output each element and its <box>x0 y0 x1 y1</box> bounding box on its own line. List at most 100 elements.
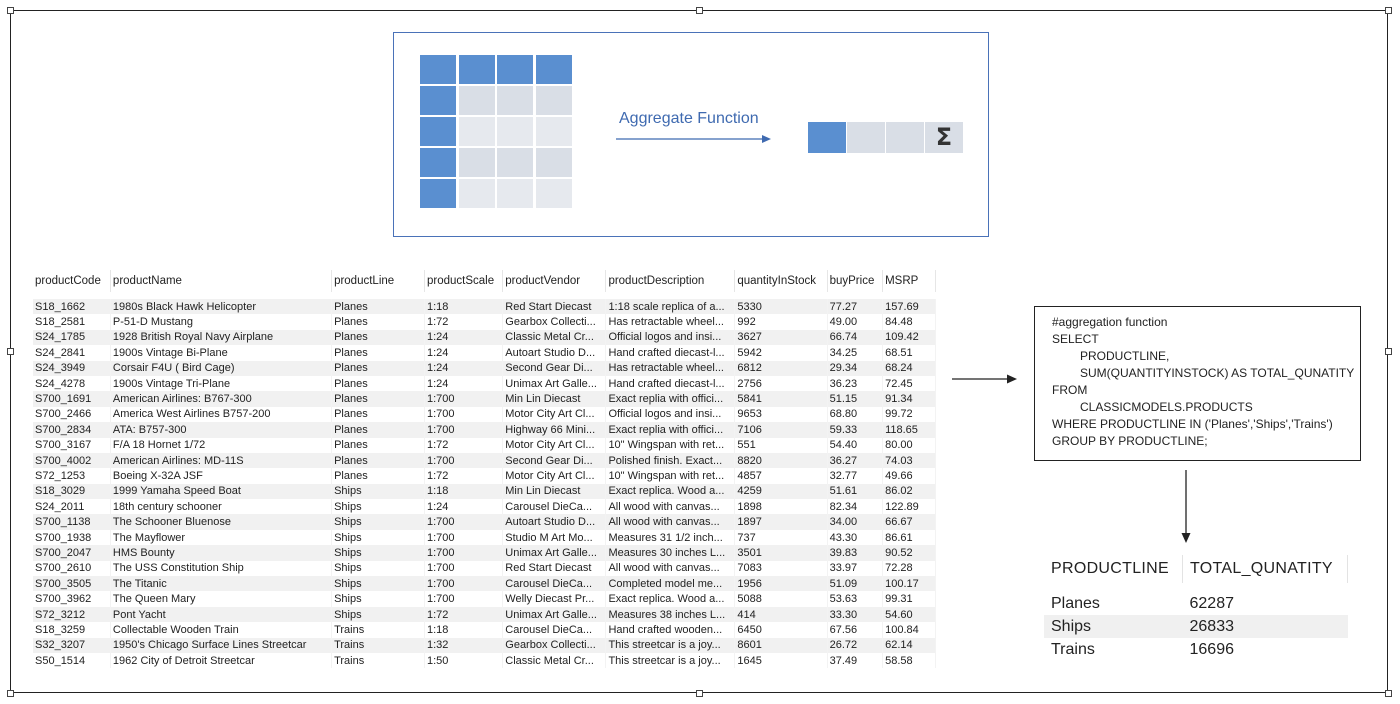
table-cell: Motor City Art Cl... <box>502 437 607 453</box>
column-header[interactable]: buyPrice <box>827 270 884 292</box>
table-cell: S24_2011 <box>33 499 111 515</box>
table-row[interactable]: S18_2581 P-51-D Mustang Planes 1:72 Gearbox … <box>33 314 936 330</box>
aggregate-function-diagram: Aggregate Function Σ <box>393 32 989 237</box>
result-column-header[interactable]: PRODUCTLINE <box>1044 555 1183 583</box>
table-cell: Ships <box>331 545 425 561</box>
grid-cell <box>535 86 572 115</box>
resize-handle-tl[interactable] <box>7 7 14 14</box>
column-header[interactable]: productCode <box>33 270 111 292</box>
sql-line: #aggregation function <box>1052 315 1168 329</box>
table-cell: Trains <box>331 637 425 653</box>
table-cell: 1928 British Royal Navy Airplane <box>110 329 333 346</box>
table-row[interactable]: S700_3505 The Titanic Ships 1:700 Carousel D… <box>33 576 936 592</box>
table-cell: 6812 <box>734 360 828 376</box>
column-header[interactable]: productVendor <box>502 270 607 292</box>
arrow-down-icon <box>1181 470 1191 543</box>
grid-cell <box>497 148 533 177</box>
result-row[interactable]: Trains 16696 <box>1044 638 1348 661</box>
table-cell: 1:18 <box>424 622 504 638</box>
table-row[interactable]: S18_3029 1999 Yamaha Speed Boat Ships 1:18 M… <box>33 483 936 500</box>
table-cell: F/A 18 Hornet 1/72 <box>110 437 333 453</box>
table-row[interactable]: S32_3207 1950's Chicago Surface Lines Str… <box>33 637 936 653</box>
resize-handle-br[interactable] <box>1385 690 1392 697</box>
table-cell: S700_2834 <box>33 422 111 438</box>
table-cell: 54.40 <box>827 437 884 453</box>
resize-handle-bm[interactable] <box>696 690 703 697</box>
table-row[interactable]: S700_3962 The Queen Mary Ships 1:700 Welly D… <box>33 591 936 607</box>
resize-handle-tm[interactable] <box>696 7 703 14</box>
table-cell: 39.83 <box>827 545 884 561</box>
table-cell: 51.61 <box>827 483 884 500</box>
sql-query-box: #aggregation function SELECT PRODUCTLINE, S… <box>1034 306 1361 461</box>
table-row[interactable]: S700_2047 HMS Bounty Ships 1:700 Unimax Art … <box>33 545 936 561</box>
table-row[interactable]: S24_2011 18th century schooner Ships 1:24 Ca… <box>33 499 936 515</box>
table-cell: 414 <box>734 606 828 623</box>
table-row[interactable]: S700_2834 ATA: B757-300 Planes 1:700 Highway… <box>33 422 936 438</box>
result-cell: 62287 <box>1189 594 1235 612</box>
table-cell: S700_4002 <box>33 452 111 469</box>
table-cell: 67.56 <box>827 622 884 638</box>
table-cell: 1:24 <box>424 329 504 346</box>
table-row[interactable]: S24_3949 Corsair F4U ( Bird Cage) Planes 1:… <box>33 360 936 376</box>
result-cell: 16696 <box>1189 640 1235 658</box>
table-cell: All wood with canvas... <box>605 514 736 530</box>
table-cell: 122.89 <box>882 499 936 515</box>
resize-handle-ml[interactable] <box>7 348 14 355</box>
table-row[interactable]: S24_1785 1928 British Royal Navy Airplane… <box>33 329 936 346</box>
table-cell: Motor City Art Cl... <box>502 406 607 423</box>
resize-handle-bl[interactable] <box>7 690 14 697</box>
column-header[interactable]: productDescription <box>605 270 736 292</box>
table-cell: S700_1691 <box>33 391 111 407</box>
table-cell: 1962 City of Detroit Streetcar <box>110 652 333 669</box>
table-cell: All wood with canvas... <box>605 560 736 577</box>
result-cell <box>886 122 924 153</box>
table-row[interactable]: S700_2610 The USS Constitution Ship Ships 1… <box>33 560 936 577</box>
resize-handle-tr[interactable] <box>1385 7 1392 14</box>
table-cell: The Queen Mary <box>110 591 333 607</box>
table-row[interactable]: S18_3259 Collectable Wooden Train Trains 1:… <box>33 622 936 638</box>
table-cell: Ships <box>331 514 425 530</box>
table-cell: 86.02 <box>882 483 936 500</box>
column-header[interactable]: quantityInStock <box>734 270 828 292</box>
table-cell: Planes <box>331 299 425 315</box>
table-cell: 80.00 <box>882 437 936 453</box>
table-cell: Gearbox Collecti... <box>502 637 607 653</box>
table-row[interactable]: S700_2466 America West Airlines B757-200 P… <box>33 406 936 423</box>
table-row[interactable]: S72_1253 Boeing X-32A JSF Planes 1:72 Motor … <box>33 468 936 484</box>
table-row[interactable]: S700_4002 American Airlines: MD-11S Planes… <box>33 452 936 469</box>
column-header[interactable]: productLine <box>331 270 425 292</box>
table-row[interactable]: S700_1138 The Schooner Bluenose Ships 1:700… <box>33 514 936 530</box>
result-cell <box>847 122 885 153</box>
table-row[interactable]: S72_3212 Pont Yacht Ships 1:72 Unimax Art Ga… <box>33 606 936 623</box>
table-cell: 32.77 <box>827 468 884 484</box>
table-cell: Gearbox Collecti... <box>502 314 607 330</box>
table-row[interactable]: S24_4278 1900s Vintage Tri-Plane Planes 1:2… <box>33 375 936 392</box>
table-row[interactable]: S700_1938 The Mayflower Ships 1:700 Studio M… <box>33 529 936 546</box>
table-row[interactable]: S24_2841 1900s Vintage Bi-Plane Planes 1:24… <box>33 345 936 361</box>
table-cell: Ships <box>331 560 425 577</box>
sql-line: SELECT <box>1052 332 1099 346</box>
table-row[interactable]: S18_1662 1980s Black Hawk Helicopter Plane… <box>33 299 936 315</box>
result-row[interactable]: Planes 62287 <box>1044 592 1348 615</box>
table-cell: S18_3029 <box>33 483 111 500</box>
table-cell: 34.00 <box>827 514 884 530</box>
table-row[interactable]: S50_1514 1962 City of Detroit Streetcar Tr… <box>33 652 936 669</box>
column-header[interactable]: productScale <box>424 270 504 292</box>
result-row[interactable]: Ships 26833 <box>1044 615 1348 638</box>
table-row[interactable]: S700_1691 American Airlines: B767-300 Plan… <box>33 391 936 407</box>
table-cell: 737 <box>734 529 828 546</box>
table-cell: Planes <box>331 329 425 346</box>
table-cell: 53.63 <box>827 591 884 607</box>
result-column-header[interactable]: TOTAL_QUNATITY <box>1182 555 1348 583</box>
grid-cell <box>420 179 456 208</box>
table-row[interactable]: S700_3167 F/A 18 Hornet 1/72 Planes 1:72 Mot… <box>33 437 936 453</box>
resize-handle-mr[interactable] <box>1385 348 1392 355</box>
grid-cell <box>497 179 533 208</box>
column-header[interactable]: productName <box>110 270 333 292</box>
table-cell: S700_3962 <box>33 591 111 607</box>
column-header[interactable]: MSRP <box>882 270 936 292</box>
table-cell: 5942 <box>734 345 828 361</box>
table-cell: S700_3505 <box>33 576 111 592</box>
table-cell: 3627 <box>734 329 828 346</box>
table-cell: The Mayflower <box>110 529 333 546</box>
